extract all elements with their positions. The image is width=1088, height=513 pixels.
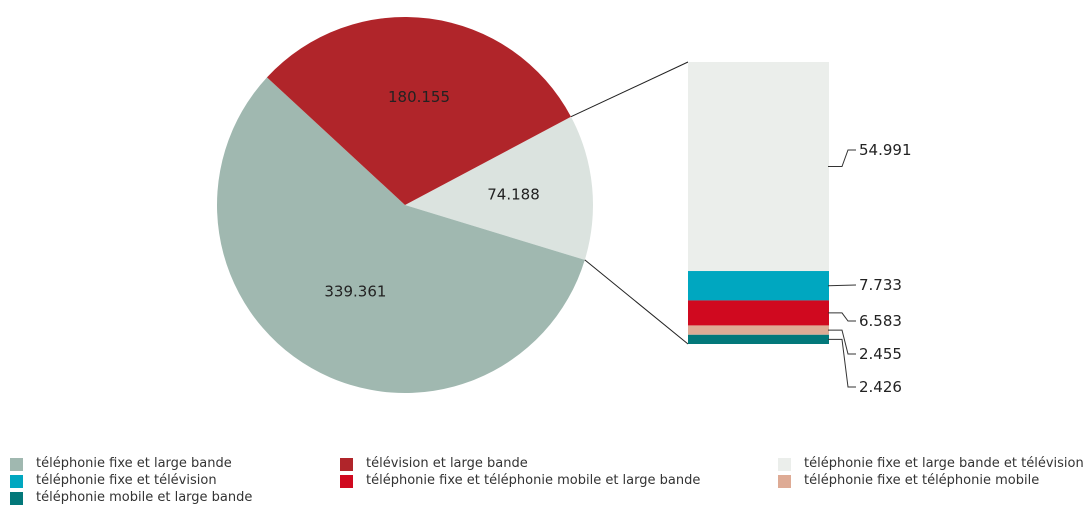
legend-item: téléphonie mobile et large bande [10,490,252,506]
pie-slice-label: 339.361 [324,282,386,300]
stacked-bar: 54.991 7.733 6.583 2.455 2.426 [688,62,912,396]
bar-segment-label: 7.733 [859,276,902,294]
pie-slice [405,116,593,260]
legend-swatch [10,491,23,505]
legend-item: téléphonie fixe et large bande et télévi… [778,456,1084,472]
legend-item: téléphonie fixe et téléphonie mobile [778,473,1039,489]
bar-segment-label: 2.426 [859,378,902,396]
bar-label-leader [828,329,856,355]
legend-label: téléphonie fixe et téléphonie mobile et … [366,473,701,488]
legend-swatch [340,457,353,471]
legend-item: téléphonie fixe et large bande [10,456,232,472]
legend-item: téléphonie fixe et télévision [10,473,217,489]
bar-label-leader [828,149,856,167]
legend: téléphonie fixe et large bande télévision… [0,452,1088,512]
legend-label: téléphonie fixe et large bande et télévi… [804,456,1084,471]
bar-segment [688,271,829,301]
legend-swatch [778,457,791,471]
bar-segment [688,62,829,272]
chart-canvas: 74.188 339.361 180.155 54.991 7.733 6.583 2.4… [217,17,912,396]
bar-segment-label: 54.991 [859,141,912,159]
bar-label-leader [828,338,856,388]
legend-swatch [340,474,353,488]
bar-segment [688,325,829,335]
connector-lines [570,61,689,345]
legend-label: téléphonie fixe et large bande [36,456,232,471]
legend-swatch [778,474,791,488]
legend-label: téléphonie fixe et télévision [36,473,217,488]
connector-line [584,259,689,345]
legend-swatch [10,474,23,488]
pie: 74.188 339.361 180.155 [217,17,593,393]
bar-segment [688,300,829,326]
legend-label: téléphonie mobile et large bande [36,490,253,505]
legend-label: téléphonie fixe et téléphonie mobile [804,473,1040,488]
pie-slice [266,17,571,205]
legend-label: télévision et large bande [366,456,528,471]
bar-label-leader [827,284,857,287]
pie-slice [217,77,585,393]
legend-swatch [10,457,23,471]
bar-label-leader [828,312,856,322]
bar-segment-label: 6.583 [859,312,902,330]
legend-item: téléphonie fixe et téléphonie mobile et … [340,473,700,489]
bar-segment [688,334,829,344]
pie-slice-label: 74.188 [487,186,540,204]
legend-item: télévision et large bande [340,456,528,472]
pie-slice-label: 180.155 [388,88,450,106]
connector-line [570,61,689,118]
bar-segment-label: 2.455 [859,345,902,363]
